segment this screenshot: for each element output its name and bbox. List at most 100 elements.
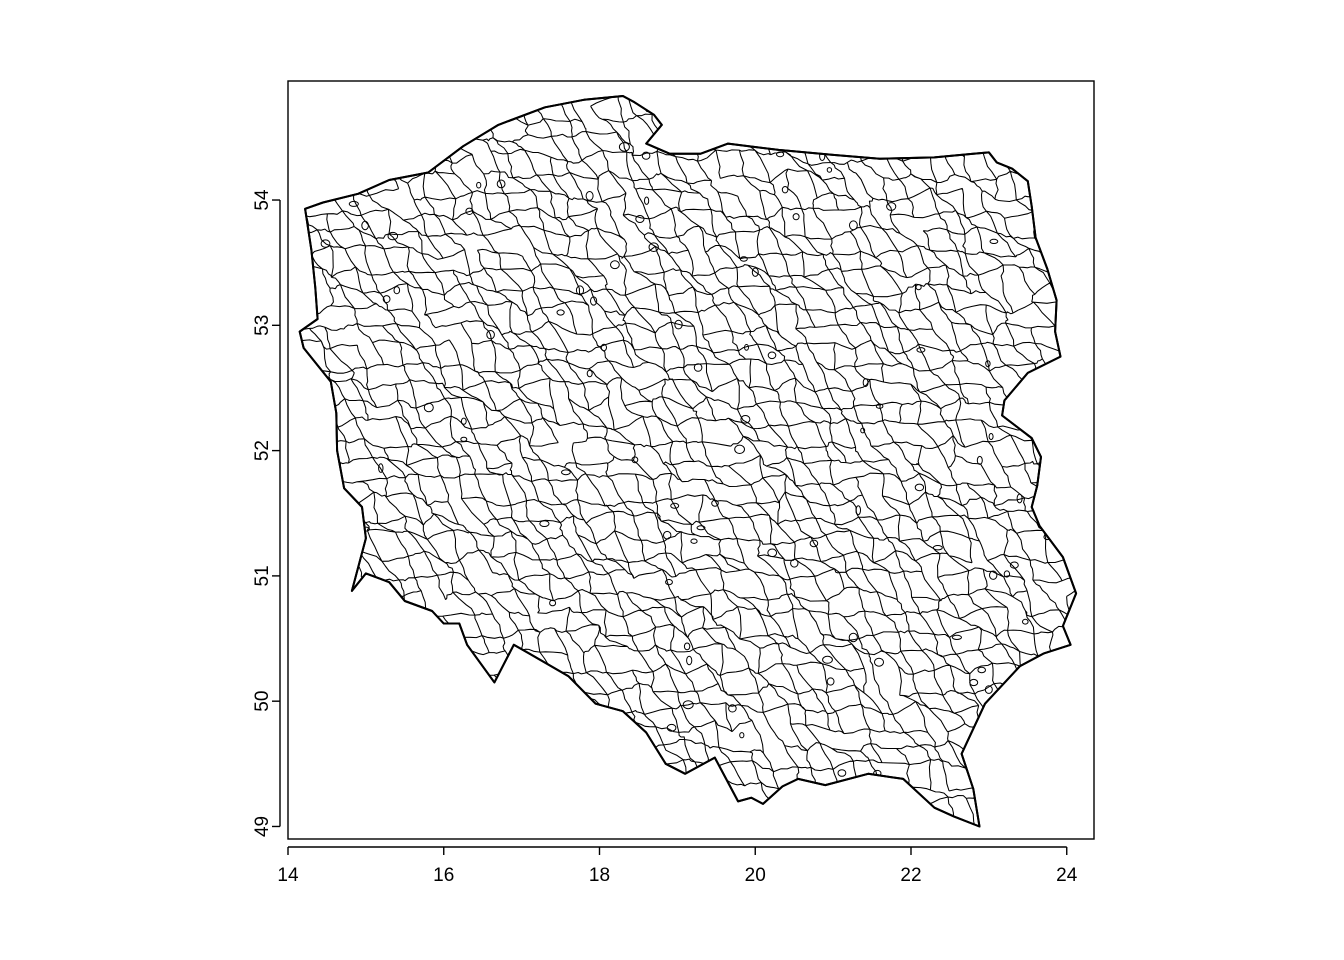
enclave-boundary: [989, 238, 999, 244]
enclave-boundary: [837, 769, 847, 777]
enclave-boundary: [860, 427, 866, 434]
enclave-boundary: [631, 456, 639, 464]
y-tick-label: 50: [252, 691, 273, 712]
enclave-boundary: [822, 655, 833, 664]
enclave-boundary: [1009, 561, 1019, 569]
enclave-boundary: [378, 463, 384, 473]
enclave-boundary: [393, 286, 401, 295]
enclave-boundary: [496, 179, 506, 189]
enclave-boundary: [988, 433, 994, 440]
enclave-boundary: [387, 231, 399, 241]
enclave-boundary: [874, 657, 884, 667]
enclave-boundary: [590, 296, 598, 306]
enclave-boundary: [618, 142, 630, 152]
enclave-boundary: [776, 151, 785, 158]
enclave-boundary: [740, 415, 751, 424]
enclave-boundary: [969, 678, 979, 687]
y-tick-label: 53: [252, 315, 273, 336]
enclave-boundary: [790, 558, 799, 568]
enclave-boundary: [855, 505, 861, 516]
y-tick-label: 49: [252, 816, 273, 837]
enclave-boundary: [663, 530, 672, 540]
enclave-boundary: [686, 655, 693, 666]
enclave-boundary: [951, 634, 963, 641]
enclave-boundary: [781, 186, 789, 194]
enclave-boundary: [849, 220, 858, 231]
enclave-boundary: [683, 642, 691, 651]
enclave-boundary: [556, 309, 565, 316]
enclave-boundary: [739, 256, 748, 262]
country-outline-stroke: [298, 95, 1078, 828]
enclave-boundary: [886, 202, 897, 211]
enclave-boundary: [476, 181, 482, 189]
enclave-boundary: [585, 191, 594, 201]
enclave-boundary: [423, 402, 434, 413]
enclave-boundary: [989, 570, 998, 580]
enclave-boundary: [665, 579, 673, 586]
enclave-boundary: [976, 455, 983, 465]
enclave-boundary: [635, 215, 645, 223]
enclave-boundary: [767, 351, 777, 360]
y-tick-label: 54: [252, 189, 273, 211]
enclave-boundary: [320, 239, 331, 248]
enclave-boundary: [641, 151, 651, 160]
enclave-boundary: [460, 417, 467, 425]
enclave-boundary: [610, 260, 620, 270]
enclave-boundary: [486, 330, 495, 340]
enclave-boundary: [984, 685, 993, 694]
enclave-boundary: [465, 207, 474, 216]
enclave-boundary: [977, 666, 987, 674]
enclave-boundary: [666, 723, 677, 732]
enclave-boundary: [792, 213, 800, 221]
enclave-boundary: [862, 378, 869, 388]
enclave-boundary: [1016, 493, 1023, 504]
enclave-boundary: [985, 360, 991, 368]
x-tick-label: 24: [1056, 865, 1078, 886]
enclave-boundary: [682, 700, 694, 710]
enclave-boundary: [586, 369, 593, 378]
enclave-boundary: [767, 548, 778, 558]
enclave-boundary: [361, 220, 369, 231]
enclave-boundary: [693, 363, 703, 372]
enclave-boundary: [744, 344, 749, 351]
enclave-boundary: [932, 545, 943, 551]
enclave-boundary: [914, 483, 925, 492]
x-tick-label: 14: [277, 865, 299, 886]
enclave-boundary: [600, 343, 608, 352]
enclave-boundary: [382, 295, 391, 304]
x-axis: 14 16 18 20 22 24: [277, 846, 1078, 886]
enclave-boundary: [460, 436, 468, 442]
enclave-boundary: [751, 267, 759, 277]
enclave-boundary: [809, 539, 819, 548]
enclave-boundary: [915, 284, 922, 291]
enclave-boundary: [670, 502, 680, 509]
enclave-boundary: [690, 538, 698, 544]
x-tick-label: 18: [589, 865, 610, 886]
plot-frame: [287, 80, 1095, 840]
enclave-boundary: [826, 677, 835, 686]
enclave-boundary: [728, 704, 737, 713]
enclave-boundary: [644, 196, 650, 205]
x-tick-label: 22: [900, 865, 921, 886]
y-axis: 49 50 51 52 53 54: [252, 189, 281, 837]
enclave-boundary: [1022, 618, 1029, 625]
x-tick-label: 20: [745, 865, 766, 886]
y-tick-label: 51: [252, 565, 273, 586]
enclave-boundary: [739, 732, 745, 739]
enclave-boundary: [539, 520, 550, 527]
enclave-boundary: [674, 319, 683, 330]
enclave-boundary: [734, 444, 745, 454]
enclave-boundary: [348, 200, 359, 207]
enclave-boundary: [648, 242, 659, 252]
enclave-boundary: [561, 469, 571, 476]
enclave-boundary: [696, 525, 706, 531]
enclave-boundary: [1003, 570, 1011, 578]
enclave-boundary: [916, 347, 926, 353]
enclave-boundary: [848, 632, 858, 643]
enclave-boundary: [549, 599, 557, 607]
enclave-boundary: [575, 285, 585, 296]
y-tick-label: 52: [252, 440, 273, 461]
enclave-boundary: [826, 167, 833, 173]
enclave-boundary: [711, 499, 719, 507]
